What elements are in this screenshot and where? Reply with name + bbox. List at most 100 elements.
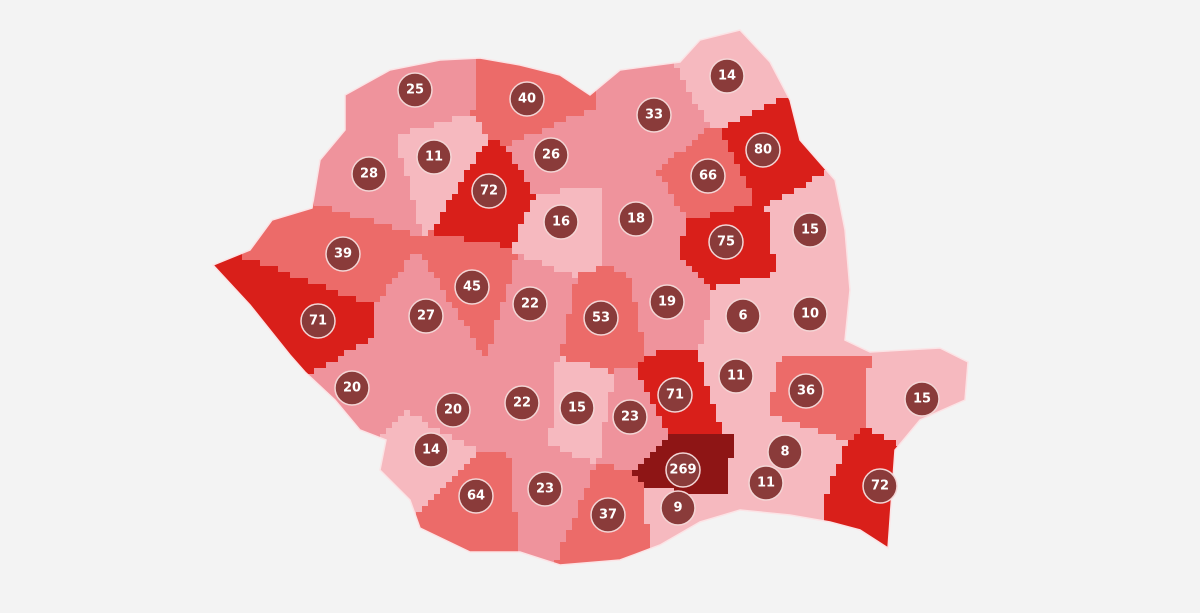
county-region-cell — [386, 200, 393, 207]
county-region-cell — [800, 62, 807, 69]
county-region-cell — [374, 146, 381, 153]
county-region-cell — [272, 86, 279, 93]
county-region-cell — [254, 32, 261, 39]
county-region-cell — [866, 38, 873, 45]
county-region-cell — [224, 38, 231, 45]
county-region-cell — [488, 74, 495, 81]
county-region-cell — [602, 170, 609, 177]
county-region-cell — [656, 212, 663, 219]
county-region-cell — [362, 200, 369, 207]
county-region-cell — [308, 104, 315, 111]
county-region-cell — [416, 104, 423, 111]
county-region-cell — [818, 122, 825, 129]
county-region-cell — [590, 218, 597, 225]
county-region-cell — [476, 218, 483, 225]
county-region-cell — [440, 128, 447, 135]
county-region-cell — [200, 80, 207, 87]
county-region-cell — [602, 224, 609, 231]
county-region-cell — [872, 176, 879, 183]
county-region-cell — [506, 116, 513, 123]
county-region-cell — [386, 164, 393, 171]
county-region-cell — [308, 212, 315, 219]
county-region-cell — [746, 38, 753, 45]
county-region-cell — [848, 38, 855, 45]
county-region-cell — [554, 134, 561, 141]
county-region-cell — [668, 146, 675, 153]
county-region-cell — [908, 134, 915, 141]
county-region-cell — [428, 32, 435, 39]
county-region-cell — [242, 44, 249, 51]
county-region-cell — [974, 104, 981, 111]
county-region-cell — [512, 206, 519, 213]
county-region-cell — [302, 176, 309, 183]
county-region-cell — [938, 152, 945, 159]
county-region-cell — [662, 32, 669, 39]
county-region-cell — [668, 230, 675, 237]
county-region-cell — [770, 98, 777, 105]
county-region-cell — [326, 122, 333, 129]
county-region-cell — [578, 20, 585, 27]
county-region-cell — [896, 104, 903, 111]
county-region-cell — [536, 242, 543, 249]
county-region-cell — [266, 188, 273, 195]
county-region-cell — [848, 92, 855, 99]
county-region-cell — [680, 206, 687, 213]
county-region-cell — [926, 236, 933, 243]
county-region-cell — [914, 188, 921, 195]
county-region-cell — [764, 110, 771, 117]
county-region-cell — [230, 152, 237, 159]
county-region-cell — [752, 170, 759, 177]
county-region-cell — [950, 98, 957, 105]
county-region-cell — [278, 140, 285, 147]
county-region-cell — [338, 62, 345, 69]
county-region-cell — [932, 152, 939, 159]
county-region-cell — [242, 38, 249, 45]
county-region-cell — [926, 188, 933, 195]
county-region-cell — [734, 140, 741, 147]
county-region-cell — [242, 146, 249, 153]
county-region-cell — [488, 152, 495, 159]
county-region-cell — [740, 206, 747, 213]
county-region-cell — [782, 122, 789, 129]
county-region-cell — [512, 212, 519, 219]
county-region-cell — [794, 74, 801, 81]
county-region-cell — [386, 50, 393, 57]
county-region-cell — [662, 80, 669, 87]
county-region-cell — [788, 236, 795, 243]
county-region-cell — [434, 200, 441, 207]
county-region-cell — [368, 104, 375, 111]
county-region-cell — [470, 122, 477, 129]
county-region-cell — [698, 212, 705, 219]
county-region-cell — [374, 224, 381, 231]
county-region-cell — [590, 62, 597, 69]
county-region-cell — [236, 56, 243, 63]
county-region-cell — [278, 128, 285, 135]
county-region-cell — [620, 158, 627, 165]
county-region-cell — [854, 182, 861, 189]
county-region-cell — [524, 44, 531, 51]
county-region-cell — [842, 30, 849, 33]
county-region-cell — [218, 176, 225, 183]
county-region-cell — [950, 164, 957, 171]
county-region-cell — [518, 188, 525, 195]
county-region-cell — [686, 158, 693, 165]
county-region-cell — [350, 134, 357, 141]
county-region-cell — [974, 218, 981, 225]
county-region-cell — [320, 176, 327, 183]
county-region-cell — [296, 116, 303, 123]
county-region-cell — [638, 194, 645, 201]
county-region-cell — [296, 218, 303, 225]
county-region-cell — [770, 80, 777, 87]
county-region-cell — [314, 92, 321, 99]
county-region-cell — [584, 194, 591, 201]
county-region-cell — [944, 80, 951, 87]
county-region-cell — [518, 236, 525, 243]
county-region-cell — [776, 30, 783, 33]
county-region-cell — [476, 80, 483, 87]
county-region-cell — [314, 20, 321, 27]
county-region-cell — [542, 80, 549, 87]
county-region-cell — [758, 86, 765, 93]
county-region-cell — [884, 128, 891, 135]
county-region-cell — [962, 104, 968, 111]
county-region-cell — [524, 236, 531, 243]
